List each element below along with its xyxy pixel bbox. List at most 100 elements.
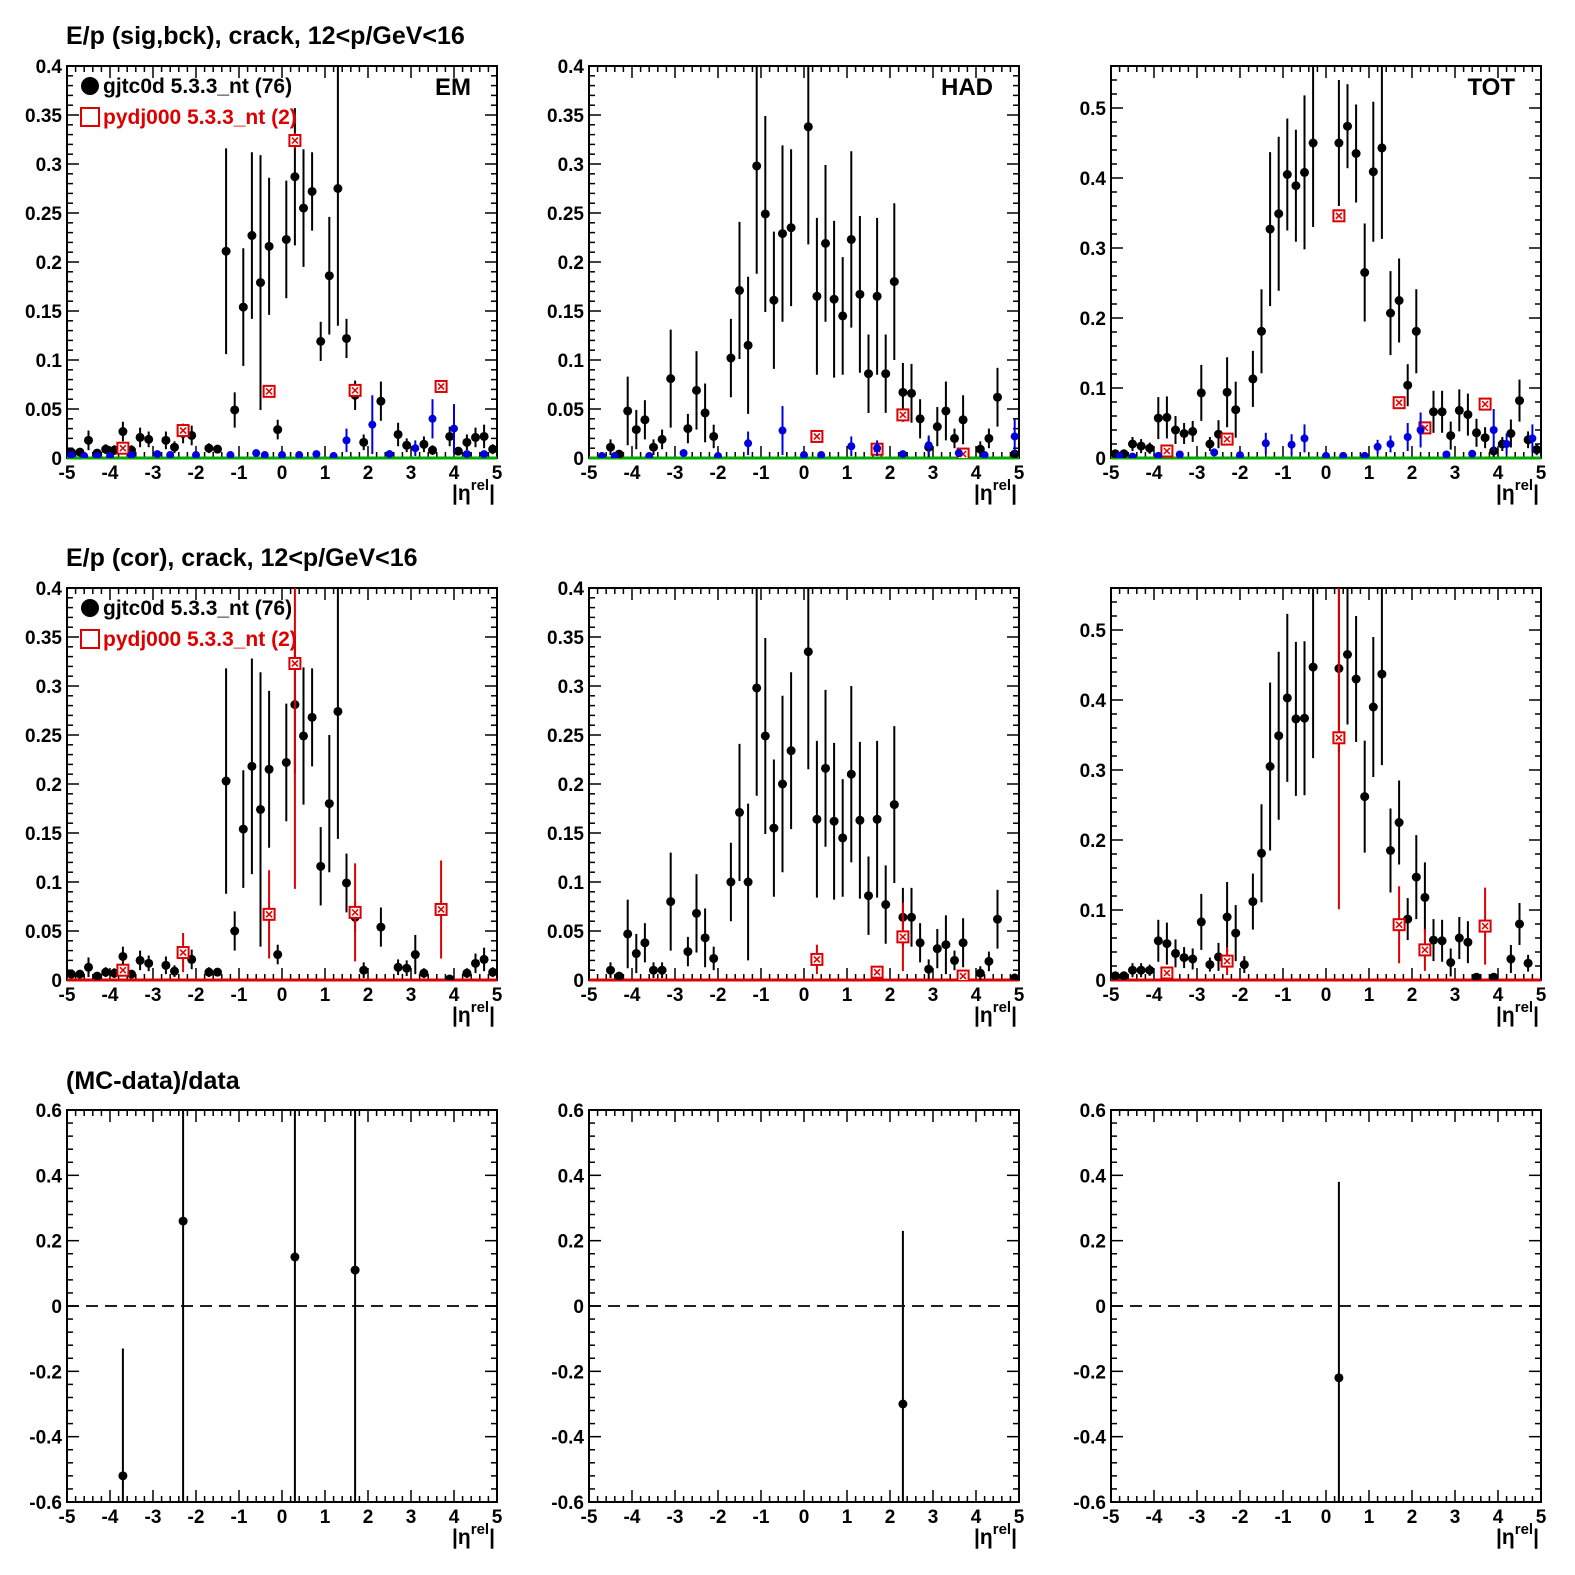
y-tick-label: 0.3 [36, 677, 62, 698]
data-marker [1145, 443, 1155, 453]
background-marker [1416, 426, 1425, 434]
y-tick-label: -0.6 [1073, 1493, 1106, 1514]
data-marker [864, 891, 873, 901]
data-marker [471, 958, 480, 968]
x-tick-label: -5 [59, 1507, 76, 1528]
x-tick-label: 0 [799, 985, 810, 1006]
data-marker [915, 414, 925, 424]
background-marker [1287, 440, 1296, 449]
data-marker [898, 1399, 908, 1409]
data-marker [692, 385, 701, 395]
data-marker [204, 967, 214, 977]
chart-panel-8: -5 -4 -3 -2 -1 0 1 2 3 4 5 -0.6 -0.4 -0.2 0 0.2 0.4 0.6 |η… [1073, 1101, 1546, 1549]
data-marker [1446, 431, 1456, 441]
data-marker [958, 938, 968, 948]
plot-frame [1110, 65, 1542, 459]
data-marker [1506, 954, 1516, 964]
y-tick-label: -0.6 [551, 1493, 584, 1514]
data-marker [1334, 138, 1344, 148]
x-tick-label: 5 [1014, 985, 1025, 1006]
data-marker [769, 823, 779, 833]
x-tick-label: 1 [320, 985, 331, 1006]
mc-marker-cross [437, 382, 445, 390]
data-marker [606, 442, 615, 452]
x-tick-label: -5 [59, 463, 76, 484]
x-axis-label-sup: rel [993, 1521, 1011, 1538]
x-axis-label-end: | [1011, 482, 1017, 505]
x-tick-label: -1 [753, 1507, 770, 1528]
x-tick-label: -2 [1232, 985, 1249, 1006]
x-tick-label: -5 [1103, 1507, 1120, 1528]
data-marker [1248, 374, 1258, 384]
x-tick-label: 1 [1364, 1507, 1375, 1528]
data-marker [812, 291, 822, 301]
x-axis-label: |ηrel| [974, 477, 1017, 505]
data-marker [1119, 971, 1129, 980]
series-area [67, 588, 497, 980]
x-tick-label: 5 [1014, 463, 1025, 484]
chart-panel-1: -5 -4 -3 -2 -1 0 1 2 3 4 5 0 0.05 0.1 0.15 0.2 0.25 0.3 0.… [547, 57, 1025, 505]
x-tick-label: 1 [842, 1507, 853, 1528]
y-tick-label: 0 [51, 971, 62, 992]
x-tick-label: 5 [1536, 463, 1547, 484]
background-marker [1339, 451, 1348, 458]
data-marker [889, 800, 899, 810]
data-marker [743, 877, 753, 887]
y-tick-label: 0.3 [558, 155, 584, 176]
y-tick-label: -0.2 [1073, 1362, 1106, 1383]
data-marker [838, 833, 848, 843]
x-tick-label: -1 [231, 463, 248, 484]
data-marker [1411, 872, 1421, 882]
x-axis-label-base: |η [974, 482, 993, 505]
x-tick-label: 2 [1407, 1507, 1418, 1528]
x-tick-label: -4 [102, 1507, 119, 1528]
x-tick-label: -2 [1232, 463, 1249, 484]
y-tick-label: 0.1 [36, 351, 63, 372]
data-marker [1231, 928, 1241, 938]
mc-marker-cross [1163, 447, 1171, 455]
y-tick-label: 0.2 [36, 775, 62, 796]
data-marker [907, 388, 916, 398]
data-marker [1343, 650, 1352, 659]
x-axis-label-sup: rel [993, 477, 1011, 494]
data-marker [821, 238, 830, 248]
data-marker [760, 209, 770, 219]
data-marker [359, 965, 369, 975]
x-tick-label: -1 [1275, 985, 1292, 1006]
data-marker [1437, 936, 1447, 946]
mc-marker-cross [351, 908, 359, 916]
x-axis-label: |ηrel| [452, 999, 495, 1027]
data-marker [778, 229, 787, 239]
data-marker [1454, 405, 1464, 415]
series-area [67, 66, 497, 458]
data-marker [1377, 143, 1387, 153]
data-marker [135, 955, 145, 965]
chart-panel-6: -5 -4 -3 -2 -1 0 1 2 3 4 5 -0.6 -0.4 -0.2 0 0.2 0.4 0.6 |η… [29, 1101, 502, 1549]
data-marker [316, 336, 326, 346]
data-marker [975, 968, 985, 978]
chart-panel-2: -5 -4 -3 -2 -1 0 1 2 3 4 5 0 0.1 0.2 0.3 0.4 0.5 |ηrel| TO… [1080, 65, 1547, 505]
y-tick-label: -0.2 [551, 1362, 584, 1383]
data-marker [402, 963, 412, 973]
y-tick-label: 0.3 [1080, 239, 1106, 260]
x-tick-label: -4 [624, 1507, 641, 1528]
data-marker [488, 444, 497, 454]
data-marker [118, 427, 128, 437]
legend-entry-label: gjtc0d 5.3.3_nt (76) [103, 75, 292, 98]
background-marker [342, 436, 351, 445]
data-marker [170, 966, 179, 976]
background-marker [873, 444, 882, 453]
x-tick-label: 1 [320, 463, 331, 484]
data-marker [273, 950, 283, 960]
x-tick-label: 3 [928, 985, 939, 1006]
x-axis-label: |ηrel| [1496, 999, 1539, 1027]
x-tick-label: -4 [1146, 463, 1163, 484]
mc-marker-cross [959, 972, 967, 980]
data-marker [752, 683, 762, 693]
mc-marker-cross [1395, 921, 1403, 929]
mc-marker-cross [899, 411, 907, 419]
background-marker [1360, 451, 1369, 458]
data-marker [67, 969, 76, 979]
background-marker [450, 424, 458, 433]
data-marker [1291, 714, 1301, 724]
